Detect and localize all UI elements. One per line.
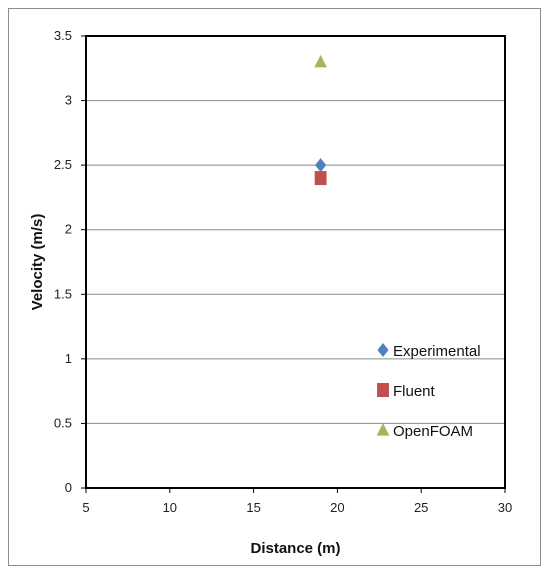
y-tick-label: 1 [65, 351, 72, 366]
legend-marker-experimental [377, 343, 389, 357]
data-points [314, 54, 327, 186]
x-axis-ticks: 5 10 15 20 25 30 [82, 488, 512, 515]
legend: Experimental Fluent OpenFOAM [376, 343, 481, 440]
legend-label: Fluent [393, 383, 436, 400]
y-axis-ticks: 0 0.5 1 1.5 2 2.5 3 3.5 [54, 28, 86, 495]
y-tick-label: 2 [65, 222, 72, 237]
y-axis-title: Velocity (m/s) [29, 214, 46, 311]
y-tick-label: 0.5 [54, 415, 72, 430]
x-tick-label: 5 [82, 500, 89, 515]
x-tick-label: 25 [414, 500, 428, 515]
x-axis-title: Distance (m) [250, 540, 340, 557]
legend-label: OpenFOAM [393, 423, 473, 440]
legend-marker-fluent [377, 383, 389, 397]
y-tick-label: 3.5 [54, 28, 72, 43]
plot-area-border [85, 35, 506, 489]
y-tick-label: 1.5 [54, 286, 72, 301]
legend-marker-openfoam [376, 423, 390, 436]
y-tick-label: 3 [65, 93, 72, 108]
x-tick-label: 10 [163, 500, 177, 515]
gridlines [86, 100, 505, 424]
data-point-openfoam [314, 54, 327, 68]
y-tick-label: 2.5 [54, 157, 72, 172]
data-point-fluent [314, 171, 327, 186]
x-tick-label: 30 [498, 500, 512, 515]
x-tick-label: 20 [330, 500, 344, 515]
data-point-experimental [315, 158, 327, 173]
x-tick-label: 15 [246, 500, 260, 515]
legend-label: Experimental [393, 343, 481, 360]
y-tick-label: 0 [65, 480, 72, 495]
